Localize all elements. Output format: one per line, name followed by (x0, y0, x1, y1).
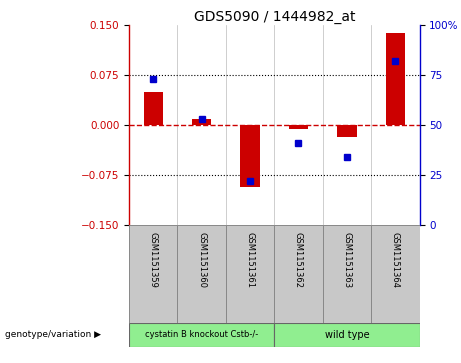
Text: GSM1151364: GSM1151364 (391, 232, 400, 288)
Bar (144, 92, 163, 125)
Text: GSM1151361: GSM1151361 (246, 232, 254, 288)
Bar (385, 33, 405, 125)
Title: GDS5090 / 1444982_at: GDS5090 / 1444982_at (194, 11, 355, 24)
Bar (323, 225, 371, 323)
Text: GSM1151360: GSM1151360 (197, 232, 206, 288)
Bar (289, 125, 308, 129)
Text: GSM1151359: GSM1151359 (149, 232, 158, 288)
Text: GSM1151363: GSM1151363 (343, 232, 351, 288)
Text: cystatin B knockout Cstb-/-: cystatin B knockout Cstb-/- (145, 330, 258, 339)
Bar (337, 125, 356, 137)
Bar (371, 225, 420, 323)
Text: wild type: wild type (325, 330, 369, 340)
Bar (274, 225, 323, 323)
Bar (177, 225, 226, 323)
Text: GSM1151362: GSM1151362 (294, 232, 303, 288)
Bar (274, 323, 420, 347)
Text: genotype/variation ▶: genotype/variation ▶ (5, 330, 100, 339)
Bar (129, 225, 177, 323)
Bar (240, 125, 260, 187)
Bar (192, 119, 211, 125)
Bar (226, 225, 274, 323)
Bar (129, 323, 274, 347)
